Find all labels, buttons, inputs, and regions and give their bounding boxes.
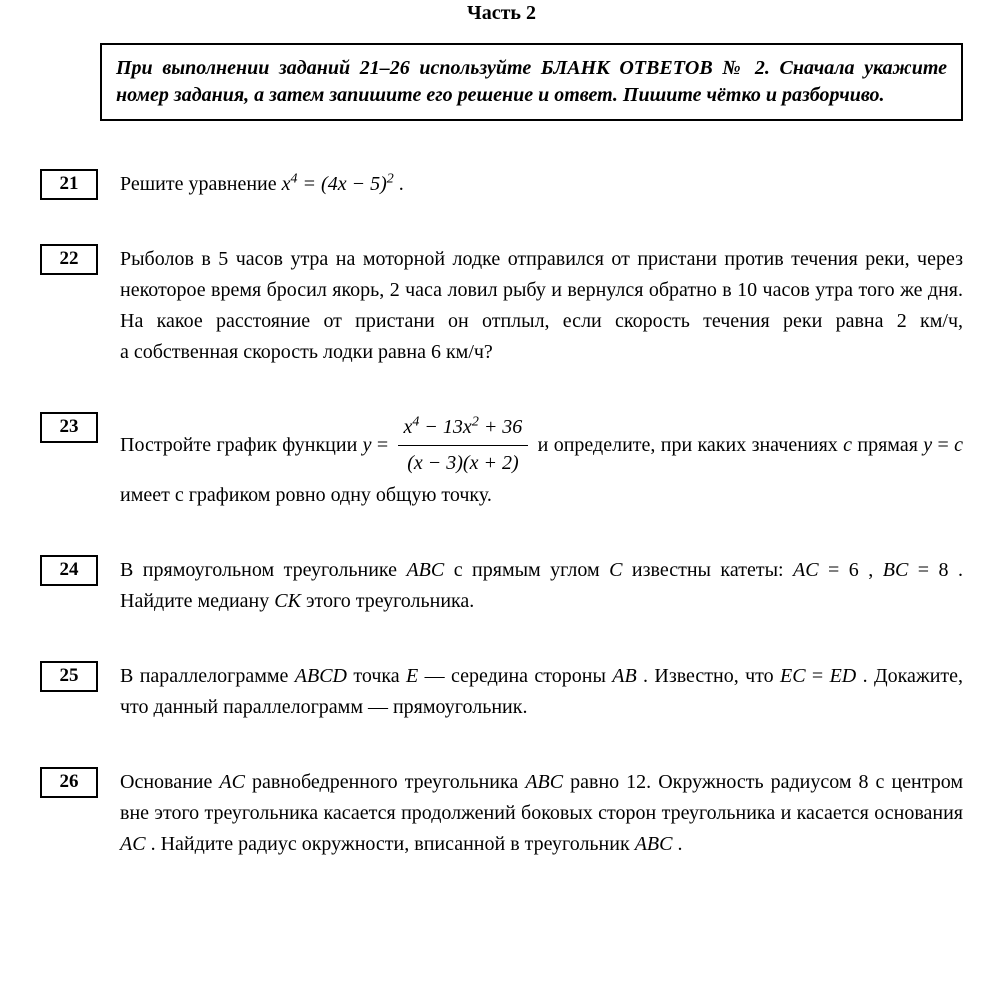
term: − 13: [419, 416, 463, 438]
task-body: В параллелограмме ABCD точка E — середин…: [120, 661, 963, 723]
term: + 2): [478, 452, 518, 474]
side-ac: AC: [793, 559, 819, 581]
denominator: (x − 3)(x + 2): [398, 446, 529, 479]
equals: =: [806, 665, 830, 687]
task-26: 26 Основание AC равнобедренного треуголь…: [40, 767, 963, 860]
task-body: Решите уравнение x4 = (4x − 5)2 .: [120, 169, 963, 200]
text: с прямым углом: [444, 559, 609, 581]
term: + 36: [479, 416, 523, 438]
text: точка: [347, 665, 406, 687]
var-x: x: [463, 416, 472, 438]
text: Основание: [120, 771, 219, 793]
task-number: 24: [40, 555, 98, 586]
var-c: c: [843, 434, 852, 456]
triangle-abc: ABC: [406, 559, 444, 581]
exam-page: Часть 2 При выполнении заданий 21–26 исп…: [0, 2, 1003, 944]
text: = 6 ,: [819, 559, 883, 581]
task-number: 22: [40, 244, 98, 275]
text: .: [672, 833, 682, 855]
task-22: 22 Рыболов в 5 часов утра на моторной ло…: [40, 244, 963, 368]
var-y: y: [923, 434, 932, 456]
text: В прямоугольном треугольнике: [120, 559, 406, 581]
instruction-box: При выполнении заданий 21–26 используйте…: [100, 43, 963, 121]
side-bc: BC: [883, 559, 909, 581]
text: и определите, при каких значениях: [538, 434, 843, 456]
fraction: x4 − 13x2 + 36 (x − 3)(x + 2): [398, 412, 529, 479]
exp-4: 4: [291, 171, 298, 186]
median-ck: CK: [274, 590, 301, 612]
paren-close: − 5): [347, 173, 387, 195]
paren: (: [407, 452, 414, 474]
side-ac: AC: [219, 771, 245, 793]
task-24: 24 В прямоугольном треугольнике ABC с пр…: [40, 555, 963, 617]
segment-ec: EC: [780, 665, 806, 687]
task-number: 25: [40, 661, 98, 692]
var-c: c: [954, 434, 963, 456]
task-23: 23 Постройте график функции y = x4 − 13x…: [40, 412, 963, 511]
text: Постройте график функции: [120, 434, 363, 456]
task-body: Основание AC равнобедренного треугольник…: [120, 767, 963, 860]
text: . Найдите радиус окружности, вписанной в…: [146, 833, 635, 855]
task-25: 25 В параллелограмме ABCD точка E — сере…: [40, 661, 963, 723]
parallelogram-abcd: ABCD: [295, 665, 347, 687]
period: .: [399, 173, 404, 195]
part-title: Часть 2: [40, 2, 963, 25]
triangle-abc: ABC: [525, 771, 563, 793]
term: − 3)(: [423, 452, 470, 474]
task-21: 21 Решите уравнение x4 = (4x − 5)2 .: [40, 169, 963, 200]
var-y: y: [363, 434, 372, 456]
triangle-abc: ABC: [635, 833, 673, 855]
side-ac: AC: [120, 833, 146, 855]
text: В параллелограмме: [120, 665, 295, 687]
text: имеет с графиком ровно одну общую точку.: [120, 484, 492, 506]
task-number: 26: [40, 767, 98, 798]
paren: (4: [321, 173, 338, 195]
point-e: E: [406, 665, 418, 687]
task-number: 23: [40, 412, 98, 443]
text: Решите уравнение: [120, 173, 282, 195]
text: прямая: [852, 434, 923, 456]
task-body: В прямоугольном треугольнике ABC с прямы…: [120, 555, 963, 617]
task-body: Рыболов в 5 часов утра на моторной лодке…: [120, 244, 963, 368]
var-x: x: [338, 173, 347, 195]
exp-2: 2: [472, 414, 479, 429]
vertex-c: C: [609, 559, 622, 581]
text: равнобедренного треугольника: [245, 771, 525, 793]
numerator: x4 − 13x2 + 36: [398, 412, 529, 446]
task-number: 21: [40, 169, 98, 200]
equals: =: [932, 434, 954, 456]
text: этого треугольника.: [301, 590, 474, 612]
side-ab: AB: [612, 665, 636, 687]
equation: x4 = (4x − 5)2: [282, 173, 399, 195]
text: . Известно, что: [637, 665, 780, 687]
exp-2: 2: [387, 171, 394, 186]
equals: =: [372, 434, 394, 456]
var-x: x: [414, 452, 423, 474]
text: известны катеты:: [622, 559, 793, 581]
task-body: Постройте график функции y = x4 − 13x2 +…: [120, 412, 963, 511]
var-x: x: [282, 173, 291, 195]
text: — середина стороны: [418, 665, 612, 687]
equals: =: [298, 173, 322, 195]
segment-ed: ED: [830, 665, 857, 687]
